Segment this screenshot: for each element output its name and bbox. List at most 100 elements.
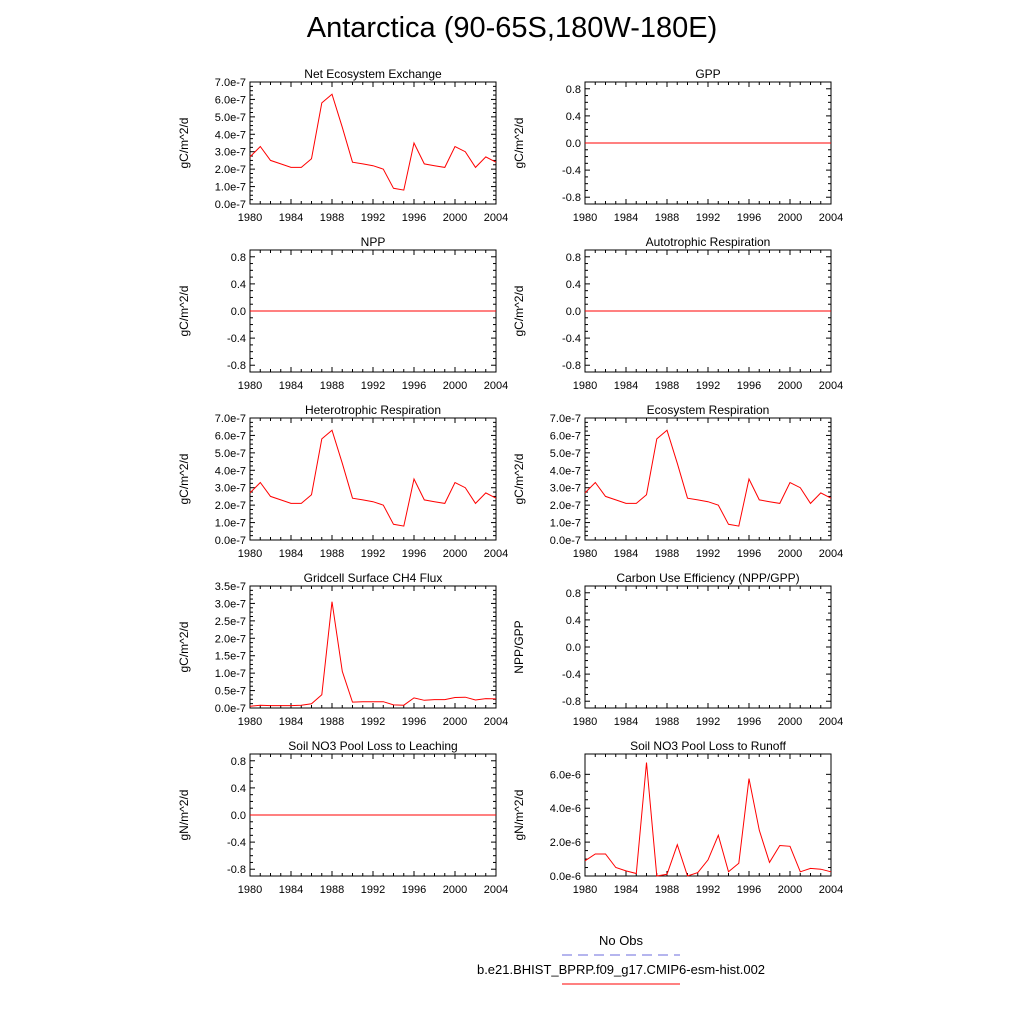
x-tick-label: 1992	[696, 884, 720, 896]
plot-frame	[249, 417, 497, 541]
x-tick-label: 1992	[361, 212, 385, 224]
x-tick-label: 2000	[778, 212, 802, 224]
x-tick-label: 2004	[819, 884, 843, 896]
x-tick-label: 2000	[778, 716, 802, 728]
x-tick-label: 1984	[614, 212, 638, 224]
x-tick-label: 2000	[443, 380, 467, 392]
panel-title: Soil NO3 Pool Loss to Leaching	[288, 739, 457, 753]
y-tick-label: 3.0e-7	[550, 483, 581, 495]
y-tick-label: 0.0	[566, 306, 581, 318]
panel-title: NPP	[361, 235, 386, 249]
x-tick-label: 1988	[320, 716, 344, 728]
y-tick-label: -0.8	[227, 360, 246, 372]
x-tick-label: 1992	[361, 380, 385, 392]
y-tick-label: 0.5e-7	[215, 686, 246, 698]
y-tick-label: 7.0e-7	[215, 413, 246, 425]
y-tick-label: 0.0e-7	[550, 535, 581, 547]
x-tick-label: 1992	[361, 548, 385, 560]
x-tick-label: 1984	[614, 380, 638, 392]
plot-frame	[584, 417, 832, 541]
x-tick-label: 1996	[402, 548, 426, 560]
x-tick-label: 1980	[238, 548, 262, 560]
x-tick-label: 1984	[614, 884, 638, 896]
y-tick-label: 0.0	[231, 810, 246, 822]
x-tick-label: 1996	[402, 884, 426, 896]
y-tick-label: 0.8	[566, 84, 581, 96]
plot-frame	[584, 585, 832, 709]
series-line	[249, 429, 497, 527]
x-tick-label: 1992	[696, 548, 720, 560]
y-axis-label: gC/m^2/d	[177, 286, 191, 337]
y-tick-label: 2.5e-7	[215, 616, 246, 628]
x-tick-label: 2004	[484, 548, 508, 560]
y-tick-label: 1.0e-7	[215, 518, 246, 530]
y-tick-label: 4.0e-7	[215, 465, 246, 477]
x-tick-label: 1988	[655, 716, 679, 728]
x-tick-label: 2004	[819, 548, 843, 560]
y-tick-label: 0.0	[566, 642, 581, 654]
y-tick-label: 2.0e-7	[215, 500, 246, 512]
y-tick-label: 0.0e-7	[215, 535, 246, 547]
y-axis-label: gN/m^2/d	[177, 790, 191, 841]
panel-4: Autotrophic Respiration 1980 1984 1988 1992 1…	[512, 235, 843, 392]
x-tick-label: 1984	[279, 884, 303, 896]
y-tick-label: -0.4	[227, 837, 246, 849]
panel-7: Gridcell Surface CH4 Flux 1980 1984 1988 199…	[177, 571, 508, 728]
panel-5: Heterotrophic Respiration 1980 1984 1988 199…	[177, 403, 508, 560]
y-tick-label: 0.4	[566, 615, 581, 627]
y-tick-label: 7.0e-7	[550, 413, 581, 425]
y-tick-label: 5.0e-7	[550, 448, 581, 460]
x-tick-label: 1988	[655, 380, 679, 392]
y-tick-label: 0.4	[566, 279, 581, 291]
x-tick-label: 1980	[573, 212, 597, 224]
x-tick-label: 1996	[737, 716, 761, 728]
x-tick-label: 1996	[737, 884, 761, 896]
x-tick-label: 2000	[443, 884, 467, 896]
y-tick-label: -0.4	[562, 669, 581, 681]
x-tick-label: 2004	[819, 380, 843, 392]
y-tick-label: 1.5e-7	[215, 651, 246, 663]
x-tick-label: 1988	[320, 548, 344, 560]
x-tick-label: 1984	[279, 548, 303, 560]
x-tick-label: 1980	[573, 716, 597, 728]
x-tick-label: 1996	[402, 212, 426, 224]
x-tick-label: 1992	[696, 716, 720, 728]
panel-6: Ecosystem Respiration 1980 1984 1988 1992 199…	[512, 403, 843, 560]
y-tick-label: 4.0e-7	[550, 465, 581, 477]
panel-title: Carbon Use Efficiency (NPP/GPP)	[616, 571, 799, 585]
x-tick-label: 1980	[238, 884, 262, 896]
panel-10: Soil NO3 Pool Loss to Runoff 1980 1984 1988…	[512, 739, 843, 896]
x-tick-label: 1988	[655, 884, 679, 896]
y-axis-label: gC/m^2/d	[177, 118, 191, 169]
x-tick-label: 1980	[573, 548, 597, 560]
x-tick-label: 2004	[484, 380, 508, 392]
y-tick-label: 0.8	[566, 588, 581, 600]
panel-3: NPP 1980 1984 1988 1992 1996 2000 2004 -0.8 -0.4 0…	[177, 235, 508, 392]
y-axis-label: gC/m^2/d	[512, 454, 526, 505]
x-tick-label: 1992	[696, 212, 720, 224]
y-tick-label: 0.8	[231, 252, 246, 264]
x-tick-label: 1984	[279, 212, 303, 224]
panel-title: Autotrophic Respiration	[646, 235, 771, 249]
y-tick-label: 6.0e-7	[215, 430, 246, 442]
panel-title: Net Ecosystem Exchange	[304, 67, 442, 81]
x-tick-label: 2004	[484, 212, 508, 224]
x-tick-label: 1984	[279, 716, 303, 728]
y-tick-label: 2.0e-6	[550, 837, 581, 849]
y-axis-label: gC/m^2/d	[177, 454, 191, 505]
x-tick-label: 2000	[778, 884, 802, 896]
y-axis-label: gC/m^2/d	[512, 118, 526, 169]
y-tick-label: 1.0e-7	[215, 668, 246, 680]
panel-title: Soil NO3 Pool Loss to Runoff	[630, 739, 787, 753]
x-tick-label: 1984	[279, 380, 303, 392]
x-tick-label: 2004	[819, 212, 843, 224]
y-tick-label: 0.4	[231, 783, 246, 795]
x-tick-label: 1992	[696, 380, 720, 392]
series-line	[249, 601, 497, 707]
x-tick-label: 1988	[655, 548, 679, 560]
x-tick-label: 2000	[443, 716, 467, 728]
panel-title: GPP	[695, 67, 720, 81]
y-tick-label: 3.0e-7	[215, 147, 246, 159]
y-tick-label: 1.0e-7	[550, 518, 581, 530]
